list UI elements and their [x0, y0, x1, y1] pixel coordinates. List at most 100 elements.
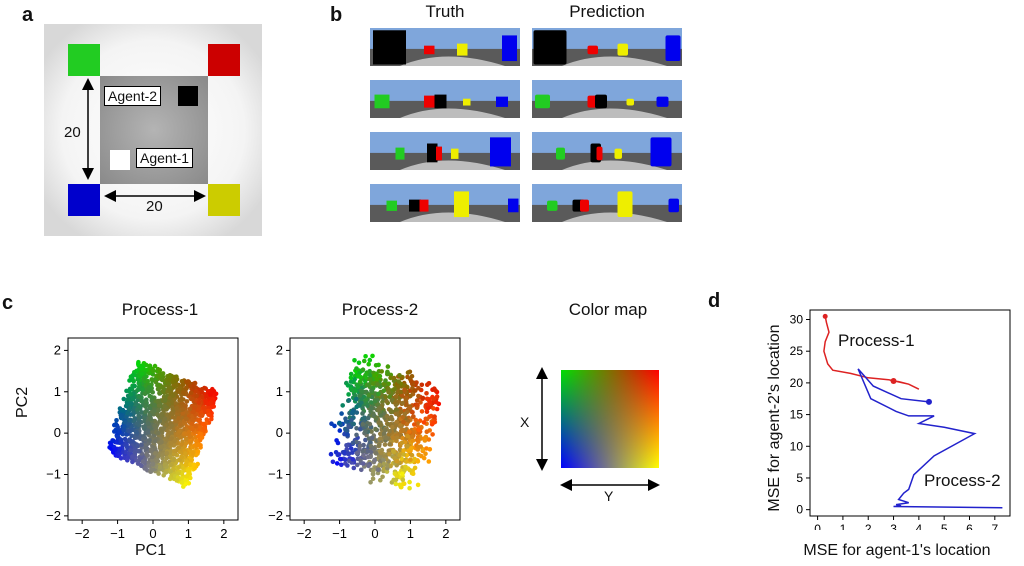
pca-point: [370, 353, 375, 359]
pca-point: [188, 390, 194, 396]
process-1-scatter: −2 −1 0 1 2 2 1 0 −1 −2: [46, 337, 239, 541]
pca-point: [194, 393, 199, 399]
pca-point: [412, 456, 417, 462]
pca-point: [393, 477, 399, 483]
pca-point: [185, 379, 191, 384]
pca-point: [183, 431, 189, 437]
pca-point: [412, 465, 418, 471]
pca-point: [117, 451, 122, 457]
color-map-square: [561, 370, 659, 468]
pca-point: [145, 430, 151, 435]
pca-point: [384, 469, 390, 474]
y-tick-label: −1: [268, 467, 283, 482]
pca-point: [378, 477, 383, 483]
pca-point: [172, 397, 177, 402]
pca-point: [144, 451, 149, 457]
pca-point: [391, 375, 397, 381]
pca-point: [113, 447, 118, 452]
pca-point: [150, 462, 155, 467]
pca-point: [398, 389, 404, 395]
pca-point: [112, 429, 117, 434]
pca-point: [391, 448, 396, 454]
pca-point: [403, 398, 409, 403]
pca-point: [142, 391, 148, 397]
pca-point: [383, 378, 388, 383]
pca-point: [121, 396, 127, 402]
pca-point: [364, 397, 369, 403]
pca-point: [192, 380, 198, 386]
pca-point: [342, 451, 348, 456]
series-startpoint-1: [822, 313, 828, 319]
panel-letter-a: a: [22, 4, 34, 26]
pca-point: [420, 395, 426, 401]
pca-point: [360, 422, 366, 427]
pca-point: [410, 434, 415, 439]
pca-point: [154, 458, 160, 464]
y-tick-label: 1: [276, 384, 283, 399]
pca-point: [366, 393, 372, 398]
pca-point: [160, 371, 166, 376]
pca-point: [199, 390, 205, 395]
pca-point: [129, 433, 134, 438]
pca-point: [404, 422, 410, 427]
pca-point: [412, 422, 417, 427]
x-tick-label: 2: [865, 522, 872, 530]
pca-point: [139, 442, 144, 448]
pca-point: [172, 448, 177, 454]
pca-point: [184, 399, 190, 404]
y-tick-label: 0: [54, 425, 61, 440]
pca-point: [119, 413, 124, 419]
pca-point: [136, 361, 141, 367]
pca-point: [343, 457, 348, 462]
pca-point: [127, 418, 132, 423]
pca-point: [416, 385, 421, 391]
pca-point: [172, 438, 177, 444]
pca-point: [328, 451, 334, 457]
y-tick-label: 10: [790, 439, 804, 453]
arena-diagram: [44, 24, 262, 236]
pca-point: [353, 396, 359, 402]
vertical-dimension-label: 20: [64, 124, 81, 141]
pca-point: [124, 414, 129, 420]
pca-point: [134, 402, 139, 407]
pca-point: [136, 448, 142, 454]
x-tick-label: −2: [75, 526, 90, 541]
pca-point: [357, 393, 363, 398]
pca-point: [419, 382, 425, 388]
pca-point: [152, 363, 158, 369]
pca-point: [124, 432, 129, 437]
x-tick-label: 6: [966, 522, 973, 530]
pca-point: [381, 388, 387, 393]
series-line-2: [857, 368, 1003, 509]
pca-point: [335, 452, 341, 458]
pca-point: [365, 448, 371, 454]
pca-point: [401, 448, 406, 453]
pca-point: [434, 406, 440, 412]
x-tick-label: 5: [941, 522, 948, 530]
pca-point: [394, 473, 400, 479]
pca-point: [337, 456, 343, 462]
pca-point: [402, 411, 408, 417]
pca-point: [434, 394, 440, 399]
y-tick-label: 25: [790, 344, 804, 358]
pca-point: [354, 426, 359, 431]
pca-point: [424, 429, 430, 434]
pca-point: [375, 467, 381, 473]
pca-point: [184, 459, 189, 464]
pca-point: [354, 439, 359, 445]
pca-point: [396, 379, 402, 384]
pca-point: [362, 358, 367, 364]
pca-point: [201, 404, 207, 410]
pca-point: [365, 454, 371, 460]
series-line-1: [823, 316, 920, 390]
pca-point: [153, 446, 158, 452]
pca-point: [346, 424, 351, 430]
pca-point: [401, 419, 406, 425]
pca-point: [415, 459, 421, 464]
pca-point: [127, 437, 132, 443]
pca-point: [372, 399, 378, 404]
pca-point: [351, 465, 357, 471]
pca-point: [428, 413, 434, 419]
pca-point: [434, 399, 439, 405]
pca-point: [432, 414, 437, 419]
